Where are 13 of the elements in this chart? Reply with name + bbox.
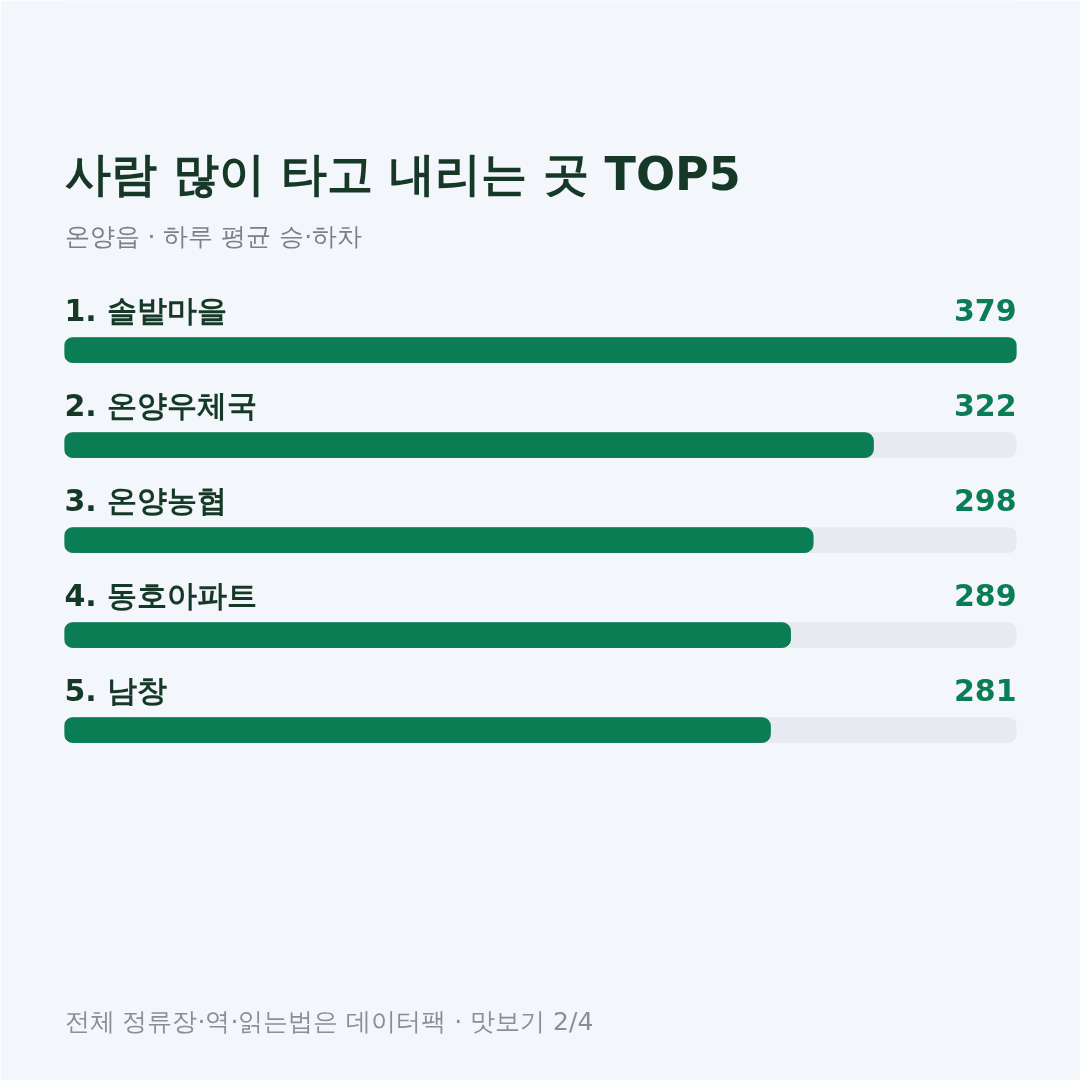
text: 전체 정류장·역·읽는법은 데이터팩 · 맛보기 2/4	[64, 1006, 594, 1036]
y-tick-label: 2. 온양우체국	[64, 387, 258, 423]
data-label: 379	[953, 293, 1017, 329]
data-label: 298	[953, 483, 1017, 519]
y-tick-label: 1. 솔밭마을	[64, 292, 228, 328]
y-tick-label: 3. 온양농협	[64, 482, 228, 518]
chart-subtitle: 온양읍 · 하루 평균 승·하차	[64, 221, 363, 251]
y-tick-label: 5. 남창	[64, 672, 168, 708]
data-label: 281	[953, 673, 1017, 709]
y-tick-label: 4. 동호아파트	[64, 577, 258, 613]
chart-title: 사람 많이 타고 내리는 곳 TOP5	[64, 146, 741, 201]
data-label: 289	[953, 578, 1017, 614]
data-label: 322	[953, 388, 1017, 424]
